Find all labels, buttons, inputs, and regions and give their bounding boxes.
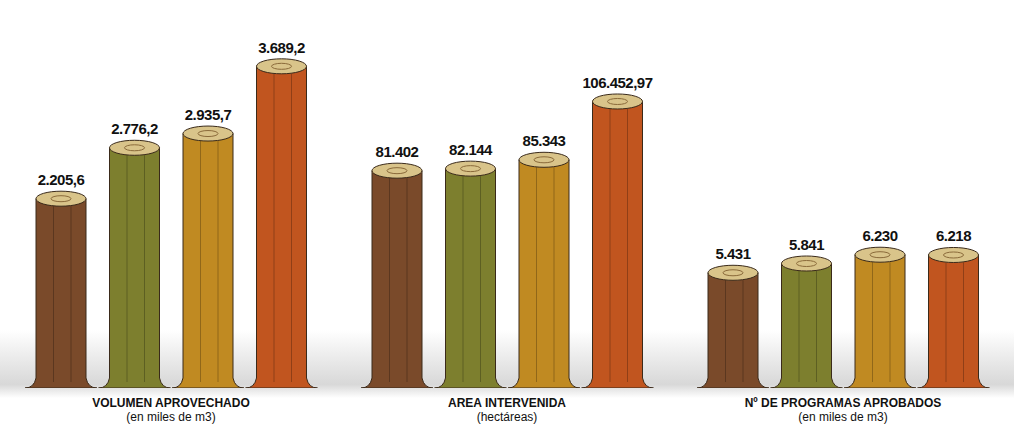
html-text:VOLUMEN APROVECHADO: VOLUMEN APROVECHADO: [92, 396, 250, 410]
html-text:Nº DE PROGRAMAS APROBADOS: Nº DE PROGRAMAS APROBADOS: [744, 396, 942, 410]
html-text:(hectáreas): (hectáreas): [476, 410, 538, 424]
svg-text:6.218: 6.218: [936, 227, 971, 244]
html-text:(en miles de m3): (en miles de m3): [798, 410, 888, 424]
svg-text:2.205,6: 2.205,6: [38, 171, 85, 188]
svg-text:85.343: 85.343: [523, 132, 566, 149]
svg-text:6.230: 6.230: [862, 227, 897, 244]
svg-text:5.841: 5.841: [789, 236, 824, 253]
svg-text:106.452,97: 106.452,97: [582, 74, 652, 91]
svg-text:81.402: 81.402: [376, 143, 419, 160]
svg-text:82.144: 82.144: [449, 141, 493, 158]
svg-text:3.689,2: 3.689,2: [258, 39, 305, 56]
html-text:AREA INTERVENIDA: AREA INTERVENIDA: [448, 396, 566, 410]
svg-text:2.935,7: 2.935,7: [185, 106, 232, 123]
svg-text:2.776,2: 2.776,2: [111, 120, 158, 137]
svg-text:5.431: 5.431: [715, 245, 750, 262]
html-text:(en miles de m3): (en miles de m3): [126, 410, 216, 424]
